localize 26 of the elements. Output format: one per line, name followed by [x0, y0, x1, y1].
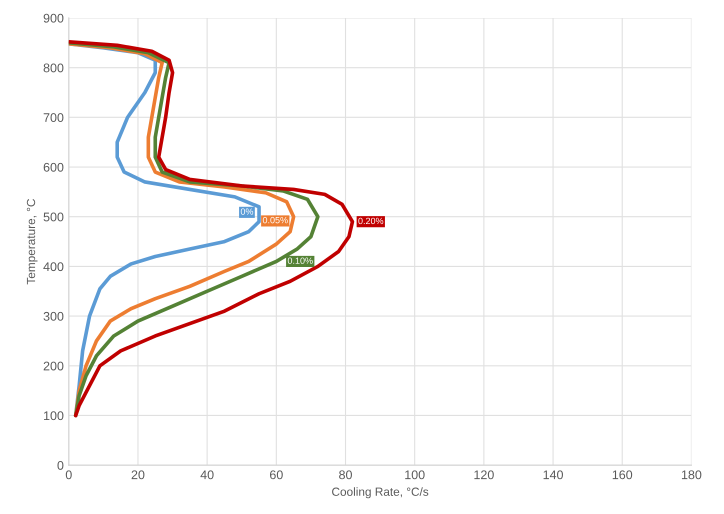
x-tick-label: 0	[66, 470, 72, 480]
series-label: 0.10%	[288, 257, 313, 264]
y-tick-label: 0	[57, 460, 64, 470]
x-tick-label: 40	[200, 470, 214, 480]
y-tick-label: 600	[44, 162, 64, 172]
x-tick-label: 20	[132, 470, 144, 480]
series-label: 0.20%	[358, 218, 384, 224]
x-tick-label: 160	[612, 470, 632, 480]
series-label: 0%	[240, 208, 254, 215]
x-tick-label: 180	[682, 470, 702, 480]
y-tick-label: 800	[44, 63, 64, 72]
y-tick-label: 300	[44, 312, 64, 321]
y-axis-title: Temperature, °C	[26, 198, 38, 284]
x-tick-label: 80	[339, 470, 352, 480]
x-tick-label: 100	[405, 470, 425, 480]
series-label: 0.05%	[262, 216, 288, 224]
x-tick-label: 60	[270, 470, 283, 480]
y-tick-label: 400	[43, 262, 64, 272]
x-tick-label: 140	[544, 470, 563, 480]
y-tick-label: 200	[44, 362, 64, 370]
x-tick-label: 120	[474, 470, 494, 480]
y-tick-label: 900	[44, 14, 64, 23]
y-tick-label: 700	[44, 113, 64, 122]
y-tick-label: 500	[44, 212, 64, 222]
x-axis-title: Cooling Rate, °C/s	[332, 487, 428, 498]
y-tick-label: 100	[44, 411, 64, 420]
